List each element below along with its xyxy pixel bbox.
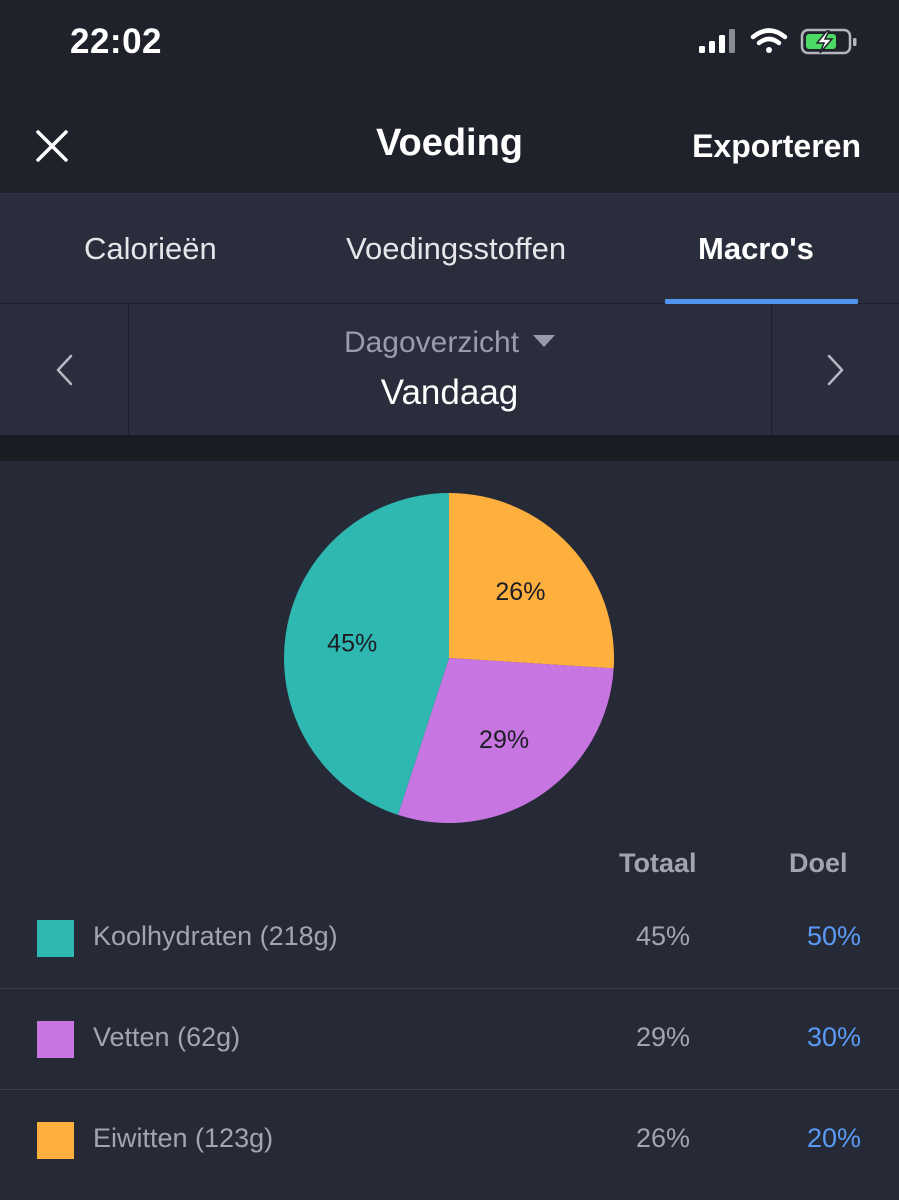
next-day-button[interactable] [771,305,899,435]
wifi-icon [750,28,788,53]
macro-goal: 20% [806,1123,861,1153]
column-header-goal: Doel [789,848,848,878]
battery-charging-icon [800,28,857,55]
chevron-left-icon [56,354,73,386]
section-separator [0,435,899,461]
chevron-right-icon [827,354,844,386]
macro-total: 45% [635,921,690,951]
tab-bar: Calorieën Voedingsstoffen Macro's [0,195,899,304]
current-day-label: Vandaag [380,373,519,412]
macro-total: 26% [635,1123,690,1153]
macro-name: Eiwitten (123g) [93,1123,274,1153]
column-header-total: Totaal [619,848,697,878]
tab-macros[interactable]: Macro's [698,231,814,266]
macro-name: Koolhydraten (218g) [93,921,338,951]
previous-day-button[interactable] [0,305,129,435]
pie-label-vetten: 29% [479,726,529,754]
cellular-signal-icon [699,29,735,53]
row-divider [0,988,899,989]
row-divider [0,1089,899,1090]
day-selector: Dagoverzicht Vandaag [0,305,899,435]
pie-slice-eiwitten [449,493,614,669]
caret-down-icon [533,321,556,355]
color-swatch [37,1122,74,1159]
color-swatch [37,920,74,957]
macro-goal: 30% [806,1022,861,1052]
period-dropdown[interactable]: Dagoverzicht [0,321,899,360]
color-swatch [37,1021,74,1058]
period-label: Dagoverzicht [343,326,520,359]
tab-calories[interactable]: Calorieën [84,231,217,266]
status-time: 22:02 [70,22,163,61]
macro-row-protein: Eiwitten (123g) 26% 20% [0,1090,899,1191]
active-tab-indicator [665,299,858,304]
status-icons [699,26,859,58]
macro-total: 29% [635,1022,690,1052]
pie-label-koolhydraten: 45% [327,630,377,658]
macro-name: Vetten (62g) [93,1022,241,1052]
tab-nutrients[interactable]: Voedingsstoffen [346,231,567,266]
macro-goal: 50% [806,921,861,951]
macro-row-carbs: Koolhydraten (218g) 45% 50% [0,888,899,989]
macros-pie-chart: 26% 29% 45% [284,493,614,823]
nav-bar: Voeding Exporteren [0,90,899,194]
macro-row-fats: Vetten (62g) 29% 30% [0,989,899,1090]
pie-slice-vetten [398,658,614,823]
pie-label-eiwitten: 26% [495,578,545,606]
status-bar: 22:02 [0,0,899,90]
export-button[interactable]: Exporteren [692,128,861,164]
pie-slice-koolhydraten [284,493,449,815]
close-icon [36,130,68,162]
close-button[interactable] [32,126,72,166]
page-title: Voeding [375,122,524,164]
